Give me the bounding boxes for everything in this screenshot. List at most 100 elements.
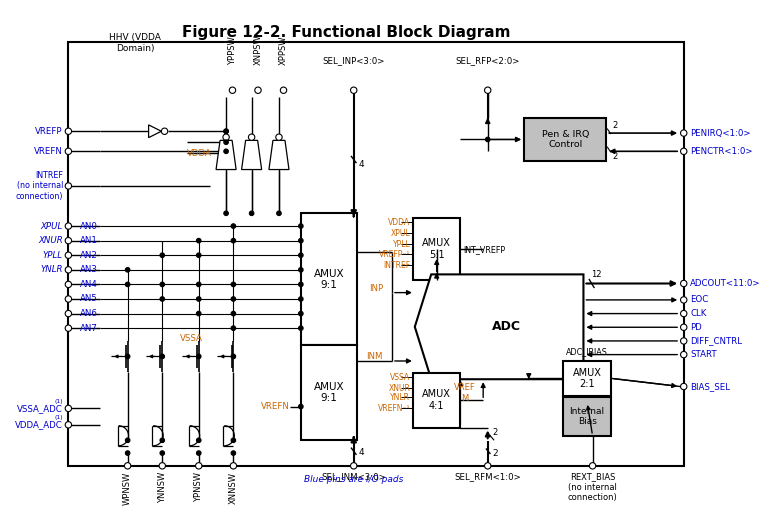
Circle shape — [231, 282, 235, 287]
Circle shape — [65, 128, 71, 134]
Circle shape — [65, 148, 71, 154]
Bar — [301, 213, 357, 346]
Circle shape — [65, 223, 71, 229]
Bar — [413, 373, 461, 427]
Circle shape — [65, 310, 71, 317]
Circle shape — [298, 282, 303, 287]
Circle shape — [159, 463, 165, 469]
Circle shape — [298, 326, 303, 331]
Polygon shape — [269, 140, 289, 169]
Circle shape — [298, 224, 303, 229]
Circle shape — [125, 354, 130, 359]
Bar — [68, 42, 684, 466]
Text: VSSA_ADC: VSSA_ADC — [17, 404, 63, 413]
Text: Pen & IRQ
Control: Pen & IRQ Control — [541, 130, 589, 149]
Text: AMUX
4:1: AMUX 4:1 — [422, 390, 451, 411]
Circle shape — [224, 129, 228, 133]
Circle shape — [276, 134, 282, 140]
Circle shape — [229, 87, 235, 94]
Text: INM: INM — [367, 352, 383, 361]
Circle shape — [65, 252, 71, 258]
Circle shape — [231, 297, 235, 301]
Polygon shape — [149, 125, 162, 138]
Circle shape — [224, 129, 228, 133]
Text: VREFN: VREFN — [34, 147, 63, 156]
Text: (1): (1) — [55, 399, 63, 404]
Text: HHV (VDDA
Domain): HHV (VDDA Domain) — [109, 33, 161, 53]
Circle shape — [231, 354, 235, 359]
Text: AN4: AN4 — [80, 280, 98, 289]
Text: START: START — [690, 350, 716, 359]
Text: BIAS_SEL: BIAS_SEL — [690, 382, 730, 391]
Circle shape — [160, 438, 165, 442]
Circle shape — [231, 451, 235, 456]
Circle shape — [681, 351, 687, 358]
Circle shape — [681, 130, 687, 137]
Circle shape — [298, 404, 303, 409]
Circle shape — [681, 280, 687, 287]
Circle shape — [590, 463, 596, 469]
Text: AMUX
9:1: AMUX 9:1 — [313, 269, 345, 290]
Circle shape — [65, 405, 71, 412]
Circle shape — [125, 282, 130, 287]
Text: AN6: AN6 — [80, 309, 98, 318]
Circle shape — [681, 310, 687, 317]
Circle shape — [484, 463, 491, 469]
Circle shape — [162, 128, 168, 134]
Text: AN2: AN2 — [80, 251, 98, 260]
Text: INP: INP — [369, 283, 383, 292]
Text: 2: 2 — [613, 152, 618, 161]
Text: WPNSW: WPNSW — [123, 472, 132, 505]
Bar — [563, 361, 611, 395]
Text: VDDA: VDDA — [388, 218, 411, 227]
Circle shape — [231, 438, 235, 442]
Text: Blue pins are I/O pads: Blue pins are I/O pads — [304, 475, 403, 484]
Text: 4: 4 — [358, 448, 364, 457]
Text: YNLR: YNLR — [40, 265, 63, 275]
Text: YNLR: YNLR — [390, 393, 411, 402]
Text: PENIRQ<1:0>: PENIRQ<1:0> — [690, 129, 751, 138]
Circle shape — [298, 253, 303, 257]
Text: AN0: AN0 — [80, 222, 98, 231]
Circle shape — [65, 267, 71, 273]
Circle shape — [298, 297, 303, 301]
Circle shape — [231, 311, 235, 316]
Circle shape — [248, 134, 255, 140]
Circle shape — [223, 134, 229, 140]
Text: XPUL: XPUL — [391, 229, 411, 238]
Text: VREF
M: VREF M — [454, 383, 476, 403]
Circle shape — [298, 238, 303, 243]
Text: 4: 4 — [358, 161, 364, 169]
Text: AN7: AN7 — [80, 324, 98, 333]
Bar — [413, 218, 461, 280]
Text: AMUX
2:1: AMUX 2:1 — [572, 368, 602, 389]
Text: ADC_IBIAS: ADC_IBIAS — [566, 347, 608, 356]
Text: YPLL: YPLL — [43, 251, 63, 260]
Circle shape — [65, 281, 71, 288]
Circle shape — [230, 463, 237, 469]
Circle shape — [197, 311, 201, 316]
Polygon shape — [216, 140, 236, 169]
Circle shape — [681, 297, 687, 303]
Circle shape — [65, 422, 71, 428]
Circle shape — [681, 338, 687, 344]
Circle shape — [125, 451, 130, 456]
Text: PENCTR<1:0>: PENCTR<1:0> — [690, 147, 753, 156]
Circle shape — [250, 211, 254, 215]
Text: REXT_BIAS
(no internal
connection): REXT_BIAS (no internal connection) — [568, 472, 617, 502]
Circle shape — [197, 438, 201, 442]
Circle shape — [197, 238, 201, 243]
Text: XNPSW: XNPSW — [254, 34, 263, 65]
Text: VDDA: VDDA — [187, 149, 212, 157]
Circle shape — [160, 354, 165, 359]
Circle shape — [351, 87, 357, 94]
Text: INTREF: INTREF — [383, 261, 411, 270]
Text: XNUR: XNUR — [38, 236, 63, 245]
Circle shape — [160, 282, 165, 287]
Circle shape — [160, 451, 165, 456]
Text: (1): (1) — [55, 415, 63, 420]
Text: SEL_INM<3:0>: SEL_INM<3:0> — [321, 472, 386, 481]
Text: YPPSW: YPPSW — [228, 36, 237, 65]
Circle shape — [125, 438, 130, 442]
Text: AN3: AN3 — [80, 265, 98, 275]
